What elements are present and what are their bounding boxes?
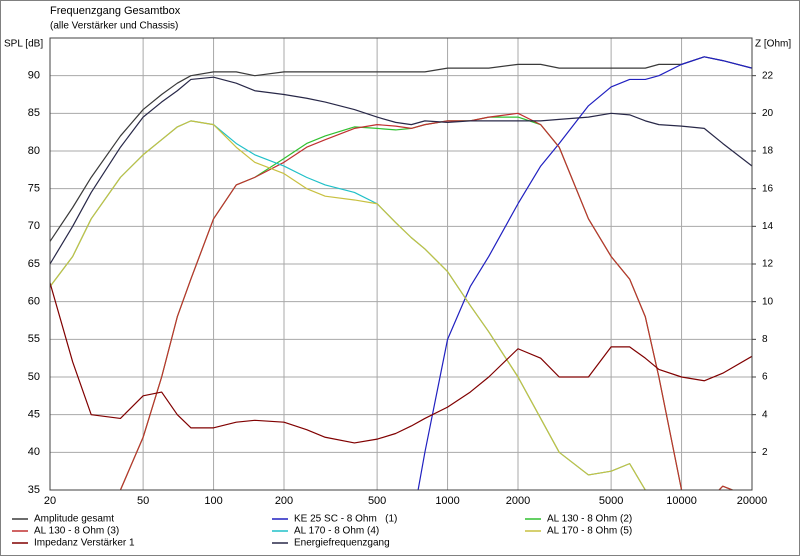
- y2-tick-label: 4: [762, 409, 768, 420]
- legend-label: AL 170 - 8 Ohm (5): [547, 526, 632, 537]
- legend-label: Amplitude gesamt: [34, 514, 114, 525]
- y-tick-label: 40: [28, 446, 40, 458]
- y2-tick-label: 12: [762, 259, 774, 270]
- series-line: [50, 56, 752, 242]
- y-tick-label: 45: [28, 409, 40, 421]
- y2-tick-label: 10: [762, 296, 774, 307]
- legend-label: AL 170 - 8 Ohm (4): [294, 526, 379, 537]
- x-tick-label: 20: [44, 495, 56, 507]
- x-tick-label: 500: [368, 495, 386, 507]
- x-tick-label: 5000: [599, 495, 623, 507]
- y-tick-label: 60: [28, 296, 40, 308]
- x-tick-label: 2000: [506, 495, 530, 507]
- y2-tick-label: 6: [762, 372, 768, 383]
- series-line: [119, 112, 735, 490]
- legend-label: AL 130 - 8 Ohm (2): [547, 514, 632, 525]
- y-tick-label: 35: [28, 484, 40, 496]
- y2-tick-label: 20: [762, 108, 774, 119]
- series-line: [417, 56, 752, 490]
- y2-tick-label: 22: [762, 70, 774, 81]
- y-tick-label: 65: [28, 258, 40, 270]
- y2-tick-label: 14: [762, 221, 774, 232]
- y2-tick-label: 18: [762, 146, 774, 157]
- series-line: [50, 120, 646, 490]
- y-tick-label: 55: [28, 333, 40, 345]
- y2-axis-label: Z [Ohm]: [755, 39, 791, 50]
- x-tick-label: 50: [137, 495, 149, 507]
- y-tick-label: 70: [28, 220, 40, 232]
- legend-label: KE 25 SC - 8 Ohm (1): [294, 514, 397, 525]
- labels: 20 50 100 200 500 1000 2000 5000 10000 20000 35 40 4…: [12, 70, 774, 549]
- y2-tick-label: 2: [762, 447, 768, 458]
- x-tick-label: 200: [275, 495, 293, 507]
- y2-tick-label: 8: [762, 334, 768, 345]
- y-tick-label: 90: [28, 70, 40, 82]
- y-axis-label: SPL [dB]: [4, 39, 43, 50]
- x-tick-label: 20000: [737, 495, 768, 507]
- x-tick-label: 1000: [435, 495, 459, 507]
- legend-label: Energiefrequenzgang: [294, 538, 390, 549]
- lines: [50, 56, 752, 490]
- x-tick-label: 10000: [666, 495, 697, 507]
- chart-subtitle: (alle Verstärker und Chassis): [50, 21, 178, 32]
- legend-label: AL 130 - 8 Ohm (3): [34, 526, 119, 537]
- y2-tick-label: 16: [762, 183, 774, 194]
- x-tick-label: 100: [204, 495, 222, 507]
- y-tick-label: 50: [28, 371, 40, 383]
- y-tick-label: 80: [28, 145, 40, 157]
- y-tick-label: 75: [28, 183, 40, 195]
- y-tick-label: 85: [28, 107, 40, 119]
- chart-title: Frequenzgang Gesamtbox: [50, 5, 181, 17]
- series-line: [50, 282, 752, 444]
- series-line: [50, 76, 752, 265]
- legend-label: Impedanz Verstärker 1: [34, 538, 135, 549]
